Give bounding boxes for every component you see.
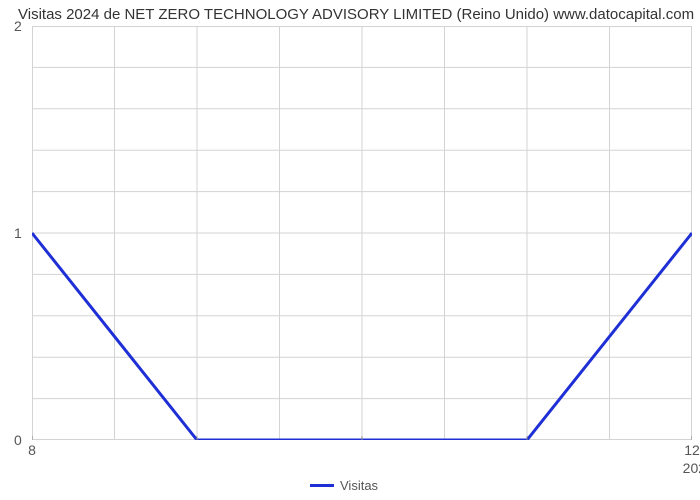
y-tick-label: 1 [14, 225, 22, 241]
legend-swatch [310, 484, 334, 487]
x-tick-label: 12 [684, 442, 700, 458]
y-tick-label: 2 [14, 18, 22, 34]
chart-plot [32, 26, 692, 440]
y-tick-label: 0 [14, 432, 22, 448]
x-tick-label: 8 [28, 442, 36, 458]
legend: Visitas [310, 478, 378, 493]
x-secondary-label: 202 [683, 460, 700, 476]
chart-container: { "chart": { "type": "line", "title": "V… [0, 0, 700, 500]
legend-label: Visitas [340, 478, 378, 493]
chart-title: Visitas 2024 de NET ZERO TECHNOLOGY ADVI… [18, 6, 694, 23]
